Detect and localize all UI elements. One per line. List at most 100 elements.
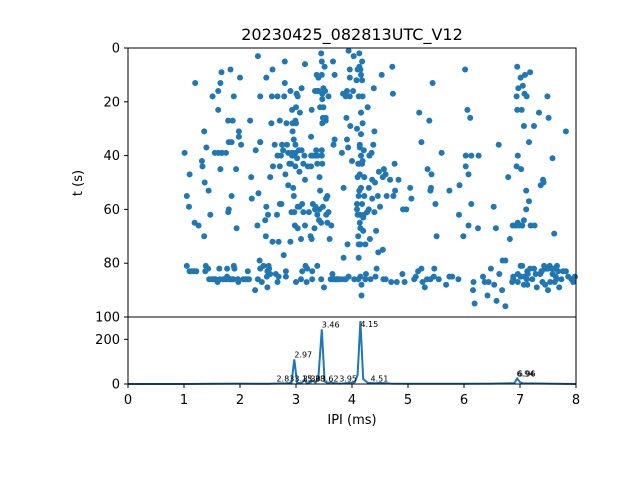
- scatter-point: [231, 265, 238, 272]
- scatter-point: [358, 184, 364, 191]
- scatter-point: [355, 233, 362, 240]
- scatter-point: [192, 80, 199, 86]
- scatter-point: [363, 271, 369, 277]
- scatter-point: [362, 276, 369, 283]
- scatter-point: [271, 141, 278, 148]
- scatter-point: [209, 93, 216, 100]
- scatter-point: [357, 66, 364, 73]
- scatter-point: [293, 104, 299, 111]
- scatter-point: [223, 149, 229, 156]
- scatter-point: [379, 246, 386, 253]
- scatter-point: [304, 265, 311, 272]
- scatter-point: [287, 238, 294, 245]
- scatter-point: [361, 174, 368, 181]
- scatter-point: [359, 77, 366, 84]
- scatter-point: [460, 233, 467, 240]
- scatter-point: [283, 120, 290, 127]
- scatter-point: [499, 287, 506, 294]
- scatter-point: [252, 287, 259, 294]
- scatter-point: [257, 139, 264, 146]
- scatter-point: [390, 193, 397, 199]
- scatter-point: [227, 66, 234, 73]
- scatter-point: [294, 155, 301, 162]
- scatter-point: [571, 273, 578, 280]
- scatter-point: [314, 211, 321, 218]
- ipi-histogram-panel: 2.97 3.46 4.15 2.83 3.153.303.383.62 3.95 4.51…: [95, 316, 580, 428]
- chart-title: 20230425_082813UTC_V12: [241, 25, 463, 45]
- scatter-point: [280, 252, 287, 259]
- scatter-y-axis-label: t (s): [71, 170, 86, 196]
- scatter-point: [324, 193, 331, 199]
- scatter-point: [426, 117, 433, 124]
- scatter-point: [309, 276, 316, 283]
- scatter-y-tick-label: 60: [103, 203, 120, 218]
- scatter-point: [382, 276, 389, 283]
- scatter-point: [300, 209, 307, 216]
- scatter-point: [298, 147, 305, 154]
- scatter-point: [278, 201, 285, 207]
- scatter-point: [354, 206, 360, 213]
- scatter-point: [549, 155, 556, 162]
- scatter-point: [207, 211, 214, 218]
- scatter-point: [183, 193, 190, 199]
- scatter-point: [562, 268, 569, 275]
- scatter-point: [468, 152, 475, 159]
- scatter-point: [369, 195, 376, 202]
- scatter-point: [356, 171, 363, 178]
- scatter-point: [299, 268, 306, 275]
- scatter-point: [358, 71, 364, 78]
- scatter-point: [358, 131, 364, 138]
- scatter-point: [470, 279, 477, 285]
- scatter-point: [318, 276, 325, 283]
- scatter-point: [235, 279, 242, 285]
- ipi-peak-label: 3.46: [322, 320, 340, 329]
- scatter-point: [193, 268, 200, 275]
- scatter-point: [493, 297, 500, 304]
- scatter-point: [235, 128, 242, 135]
- scatter-point: [330, 58, 336, 65]
- scatter-point: [393, 279, 400, 285]
- scatter-point: [263, 203, 270, 210]
- scatter-point: [514, 279, 521, 285]
- scatter-point: [257, 93, 264, 100]
- scatter-point: [254, 53, 261, 60]
- scatter-point: [371, 128, 378, 135]
- scatter-point: [545, 114, 552, 121]
- scatter-point: [318, 50, 325, 57]
- scatter-point: [462, 66, 469, 73]
- scatter-point: [518, 166, 525, 173]
- scatter-point: [375, 168, 382, 175]
- ipi-peak-label: 6.94: [517, 369, 535, 378]
- scatter-point: [266, 265, 273, 272]
- scatter-point: [470, 287, 476, 294]
- scatter-point: [506, 236, 513, 242]
- scatter-point: [290, 193, 297, 199]
- scatter-point: [389, 63, 396, 70]
- scatter-point: [431, 265, 438, 272]
- scatter-point: [340, 254, 347, 261]
- scatter-point: [284, 141, 290, 148]
- scatter-point: [298, 276, 304, 283]
- scatter-point: [186, 171, 193, 178]
- scatter-point: [403, 206, 410, 213]
- histogram-x-tick-label: 7: [516, 393, 524, 408]
- scatter-point: [215, 106, 222, 113]
- scatter-point: [562, 128, 569, 135]
- scatter-point: [418, 139, 425, 146]
- scatter-point: [544, 93, 551, 100]
- ipi-peak-label: 3.15: [294, 374, 312, 383]
- scatter-point: [419, 279, 426, 285]
- scatter-point: [366, 236, 373, 242]
- scatter-point: [395, 176, 402, 183]
- scatter-point: [320, 104, 327, 111]
- scatter-point: [435, 276, 442, 283]
- scatter-point: [258, 279, 265, 285]
- scatter-y-ticks: 0 20 40 60 80 100: [95, 42, 128, 326]
- scatter-point: [345, 47, 352, 54]
- scatter-point: [531, 123, 537, 129]
- scatter-point: [361, 193, 368, 199]
- scatter-point: [256, 257, 263, 264]
- scatter-point: [331, 136, 338, 143]
- scatter-point: [321, 284, 327, 291]
- scatter-point: [235, 133, 242, 140]
